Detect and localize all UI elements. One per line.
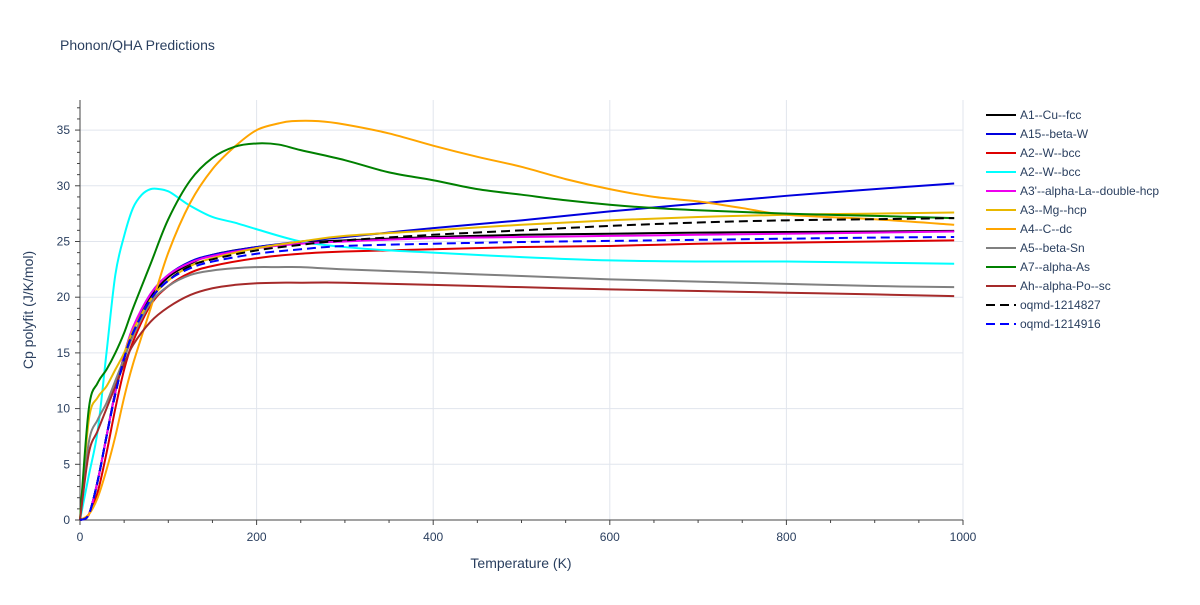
axes-layer: 0 200 400 600 800 1000 0 5 10 15 20 25 30 35 xyxy=(57,100,977,544)
series-line-a7-alpha-as xyxy=(79,142,955,521)
series-line-a2-w-bcc xyxy=(79,187,955,521)
legend-label: A2--W--bcc xyxy=(1020,165,1080,179)
y-tick-label: 30 xyxy=(57,179,71,193)
series-line-oqmd-1214916 xyxy=(79,236,955,521)
series-line-ah-alpha-po-sc xyxy=(79,281,955,521)
legend-item-a1-cu-fcc[interactable]: A1--Cu--fcc xyxy=(986,108,1081,122)
legend-item-a3-alpha-la-double-hcp[interactable]: A3'--alpha-La--double-hcp xyxy=(986,184,1159,198)
legend-label: Ah--alpha-Po--sc xyxy=(1020,279,1111,293)
y-axis-title: Cp polyfit (J/K/mol) xyxy=(20,251,36,369)
legend-label: A4--C--dc xyxy=(1020,222,1072,236)
legend-item-oqmd-1214827[interactable]: oqmd-1214827 xyxy=(986,298,1101,312)
legend-label: A3'--alpha-La--double-hcp xyxy=(1020,184,1159,198)
legend-item-oqmd-1214916[interactable]: oqmd-1214916 xyxy=(986,317,1101,331)
y-tick-label: 5 xyxy=(63,457,70,471)
legend-item-a5-beta-sn[interactable]: A5--beta-Sn xyxy=(986,241,1085,255)
legend-label: A1--Cu--fcc xyxy=(1020,108,1081,122)
series-line-a4-c-dc xyxy=(79,119,955,521)
legend-item-a3-mg-hcp[interactable]: A3--Mg--hcp xyxy=(986,203,1087,217)
legend-label: oqmd-1214827 xyxy=(1020,298,1101,312)
series-line-a5-beta-sn xyxy=(79,265,955,521)
chart-title: Phonon/QHA Predictions xyxy=(60,37,215,53)
y-tick-label: 25 xyxy=(57,234,71,248)
x-tick-label: 200 xyxy=(247,530,267,544)
legend-label: A15--beta-W xyxy=(1020,127,1089,141)
series-line-a2-w-bcc xyxy=(79,239,955,521)
x-tick-label: 600 xyxy=(600,530,620,544)
grid-layer xyxy=(80,100,964,520)
legend-label: A2--W--bcc xyxy=(1020,146,1080,160)
x-tick-label: 0 xyxy=(77,530,84,544)
legend-item-a2-w-bcc[interactable]: A2--W--bcc xyxy=(986,165,1080,179)
series-layer xyxy=(79,119,955,521)
x-axis-title: Temperature (K) xyxy=(470,555,571,571)
legend-item-a7-alpha-as[interactable]: A7--alpha-As xyxy=(986,260,1090,274)
legend-label: A7--alpha-As xyxy=(1020,260,1090,274)
y-tick-label: 35 xyxy=(57,123,71,137)
legend-label: A3--Mg--hcp xyxy=(1020,203,1087,217)
legend-item-a15-beta-w[interactable]: A15--beta-W xyxy=(986,127,1089,141)
legend-label: oqmd-1214916 xyxy=(1020,317,1101,331)
y-tick-label: 10 xyxy=(57,402,71,416)
x-tick-label: 1000 xyxy=(950,530,977,544)
legend-item-a2-w-bcc[interactable]: A2--W--bcc xyxy=(986,146,1080,160)
series-line-oqmd-1214827 xyxy=(79,217,955,521)
legend[interactable]: A1--Cu--fcc A15--beta-W A2--W--bcc A2--W--b… xyxy=(986,108,1159,331)
x-tick-label: 400 xyxy=(423,530,443,544)
y-tick-label: 20 xyxy=(57,290,71,304)
y-tick-label: 15 xyxy=(57,346,71,360)
series-line-a3-alpha-la-double-hcp xyxy=(79,230,955,521)
legend-label: A5--beta-Sn xyxy=(1020,241,1085,255)
series-line-a3-mg-hcp xyxy=(79,211,955,521)
legend-item-ah-alpha-po-sc[interactable]: Ah--alpha-Po--sc xyxy=(986,279,1111,293)
series-line-a1-cu-fcc xyxy=(79,229,955,521)
x-tick-label: 800 xyxy=(776,530,796,544)
legend-item-a4-c-dc[interactable]: A4--C--dc xyxy=(986,222,1072,236)
y-tick-label: 0 xyxy=(63,513,70,527)
